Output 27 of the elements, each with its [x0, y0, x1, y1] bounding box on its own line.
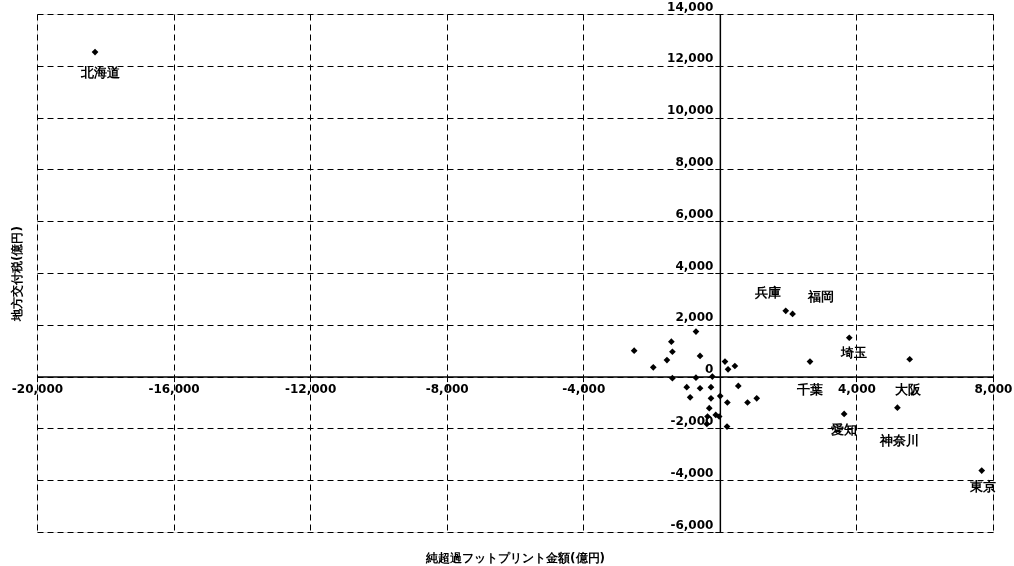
x-axis-title: 純超過フットプリント金額(億円)	[425, 550, 605, 565]
annotation: 兵庫	[753, 284, 781, 300]
annotation: 神奈川	[878, 432, 919, 448]
y-axis-title: 地方交付税(億円)	[9, 226, 24, 322]
x-tick-label: -20,000	[11, 382, 64, 397]
y-tick-label: 0	[705, 362, 714, 377]
y-tick-label: 14,000	[667, 0, 714, 14]
x-tick-label: 8,000	[974, 382, 1013, 397]
x-tick-label: 4,000	[837, 382, 876, 397]
annotation: 東京	[968, 478, 996, 494]
y-tick-label: 12,000	[667, 51, 714, 66]
annotation: 千葉	[795, 381, 823, 397]
annotation: 埼玉	[840, 344, 868, 360]
annotation: 北海道	[79, 65, 121, 81]
x-tick-label: -4,000	[562, 382, 606, 397]
y-tick-label: 6,000	[675, 206, 714, 221]
x-tick-label: -16,000	[148, 382, 200, 397]
y-tick-label: 4,000	[675, 258, 714, 273]
x-tick-label: -12,000	[284, 382, 337, 397]
y-tick-label: 2,000	[675, 310, 714, 325]
y-tick-label: -6,000	[670, 517, 714, 532]
y-tick-label: -4,000	[670, 465, 714, 480]
x-tick-label: -8,000	[425, 382, 469, 397]
annotation: 福岡	[806, 288, 834, 304]
y-tick-label: 10,000	[667, 103, 714, 118]
y-tick-label: 8,000	[675, 154, 714, 169]
annotation: 大阪	[894, 382, 922, 398]
